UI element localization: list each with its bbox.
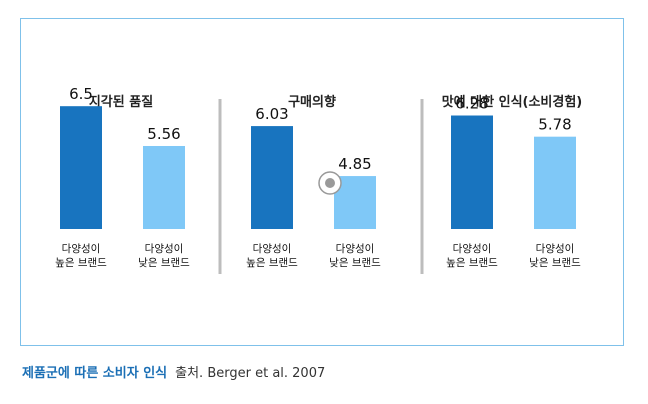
bar-high — [60, 106, 102, 229]
chart-frame: 지각된 품질 6.5 다양성이 높은 브랜드 5.56 다양성이 낮은 브랜드 구매의향 6.0… — [20, 18, 624, 346]
value-label: 4.85 — [338, 155, 371, 173]
category-label: 다양성이 — [253, 243, 292, 255]
bar-low — [143, 145, 185, 229]
category-label: 높은 브랜드 — [55, 257, 107, 269]
figure-caption: 제품군에 따른 소비자 인식 출처. Berger et al. 2007 — [22, 362, 325, 381]
circle-dot-icon-dot — [325, 178, 335, 188]
caption-source: 출처. Berger et al. 2007 — [175, 366, 326, 381]
value-label: 6.03 — [255, 105, 288, 123]
category-label: 다양성이 — [145, 243, 184, 255]
value-label: 5.78 — [538, 116, 571, 134]
value-label: 6.28 — [455, 95, 488, 113]
panel-title: 지각된 품질 — [89, 95, 153, 110]
category-label: 낮은 브랜드 — [329, 257, 381, 269]
category-label: 다양성이 — [62, 243, 101, 255]
caption-title: 제품군에 따른 소비자 인식 — [22, 366, 168, 381]
category-label: 낮은 브랜드 — [529, 257, 581, 269]
category-label: 다양성이 — [453, 243, 492, 255]
bar-high — [251, 126, 293, 229]
panel-title: 맛에 대한 인식(소비경험) — [442, 94, 583, 110]
panel-title: 구매의향 — [288, 94, 336, 110]
bar-low — [534, 136, 576, 229]
value-label: 5.56 — [147, 125, 180, 143]
circle-dot-icon — [318, 171, 342, 195]
category-label: 높은 브랜드 — [246, 257, 298, 269]
category-label: 높은 브랜드 — [446, 257, 498, 269]
bar-high — [451, 115, 493, 229]
value-label: 6.5 — [69, 85, 93, 103]
category-label: 다양성이 — [536, 243, 575, 255]
category-label: 다양성이 — [336, 243, 375, 255]
category-label: 낮은 브랜드 — [138, 257, 190, 269]
